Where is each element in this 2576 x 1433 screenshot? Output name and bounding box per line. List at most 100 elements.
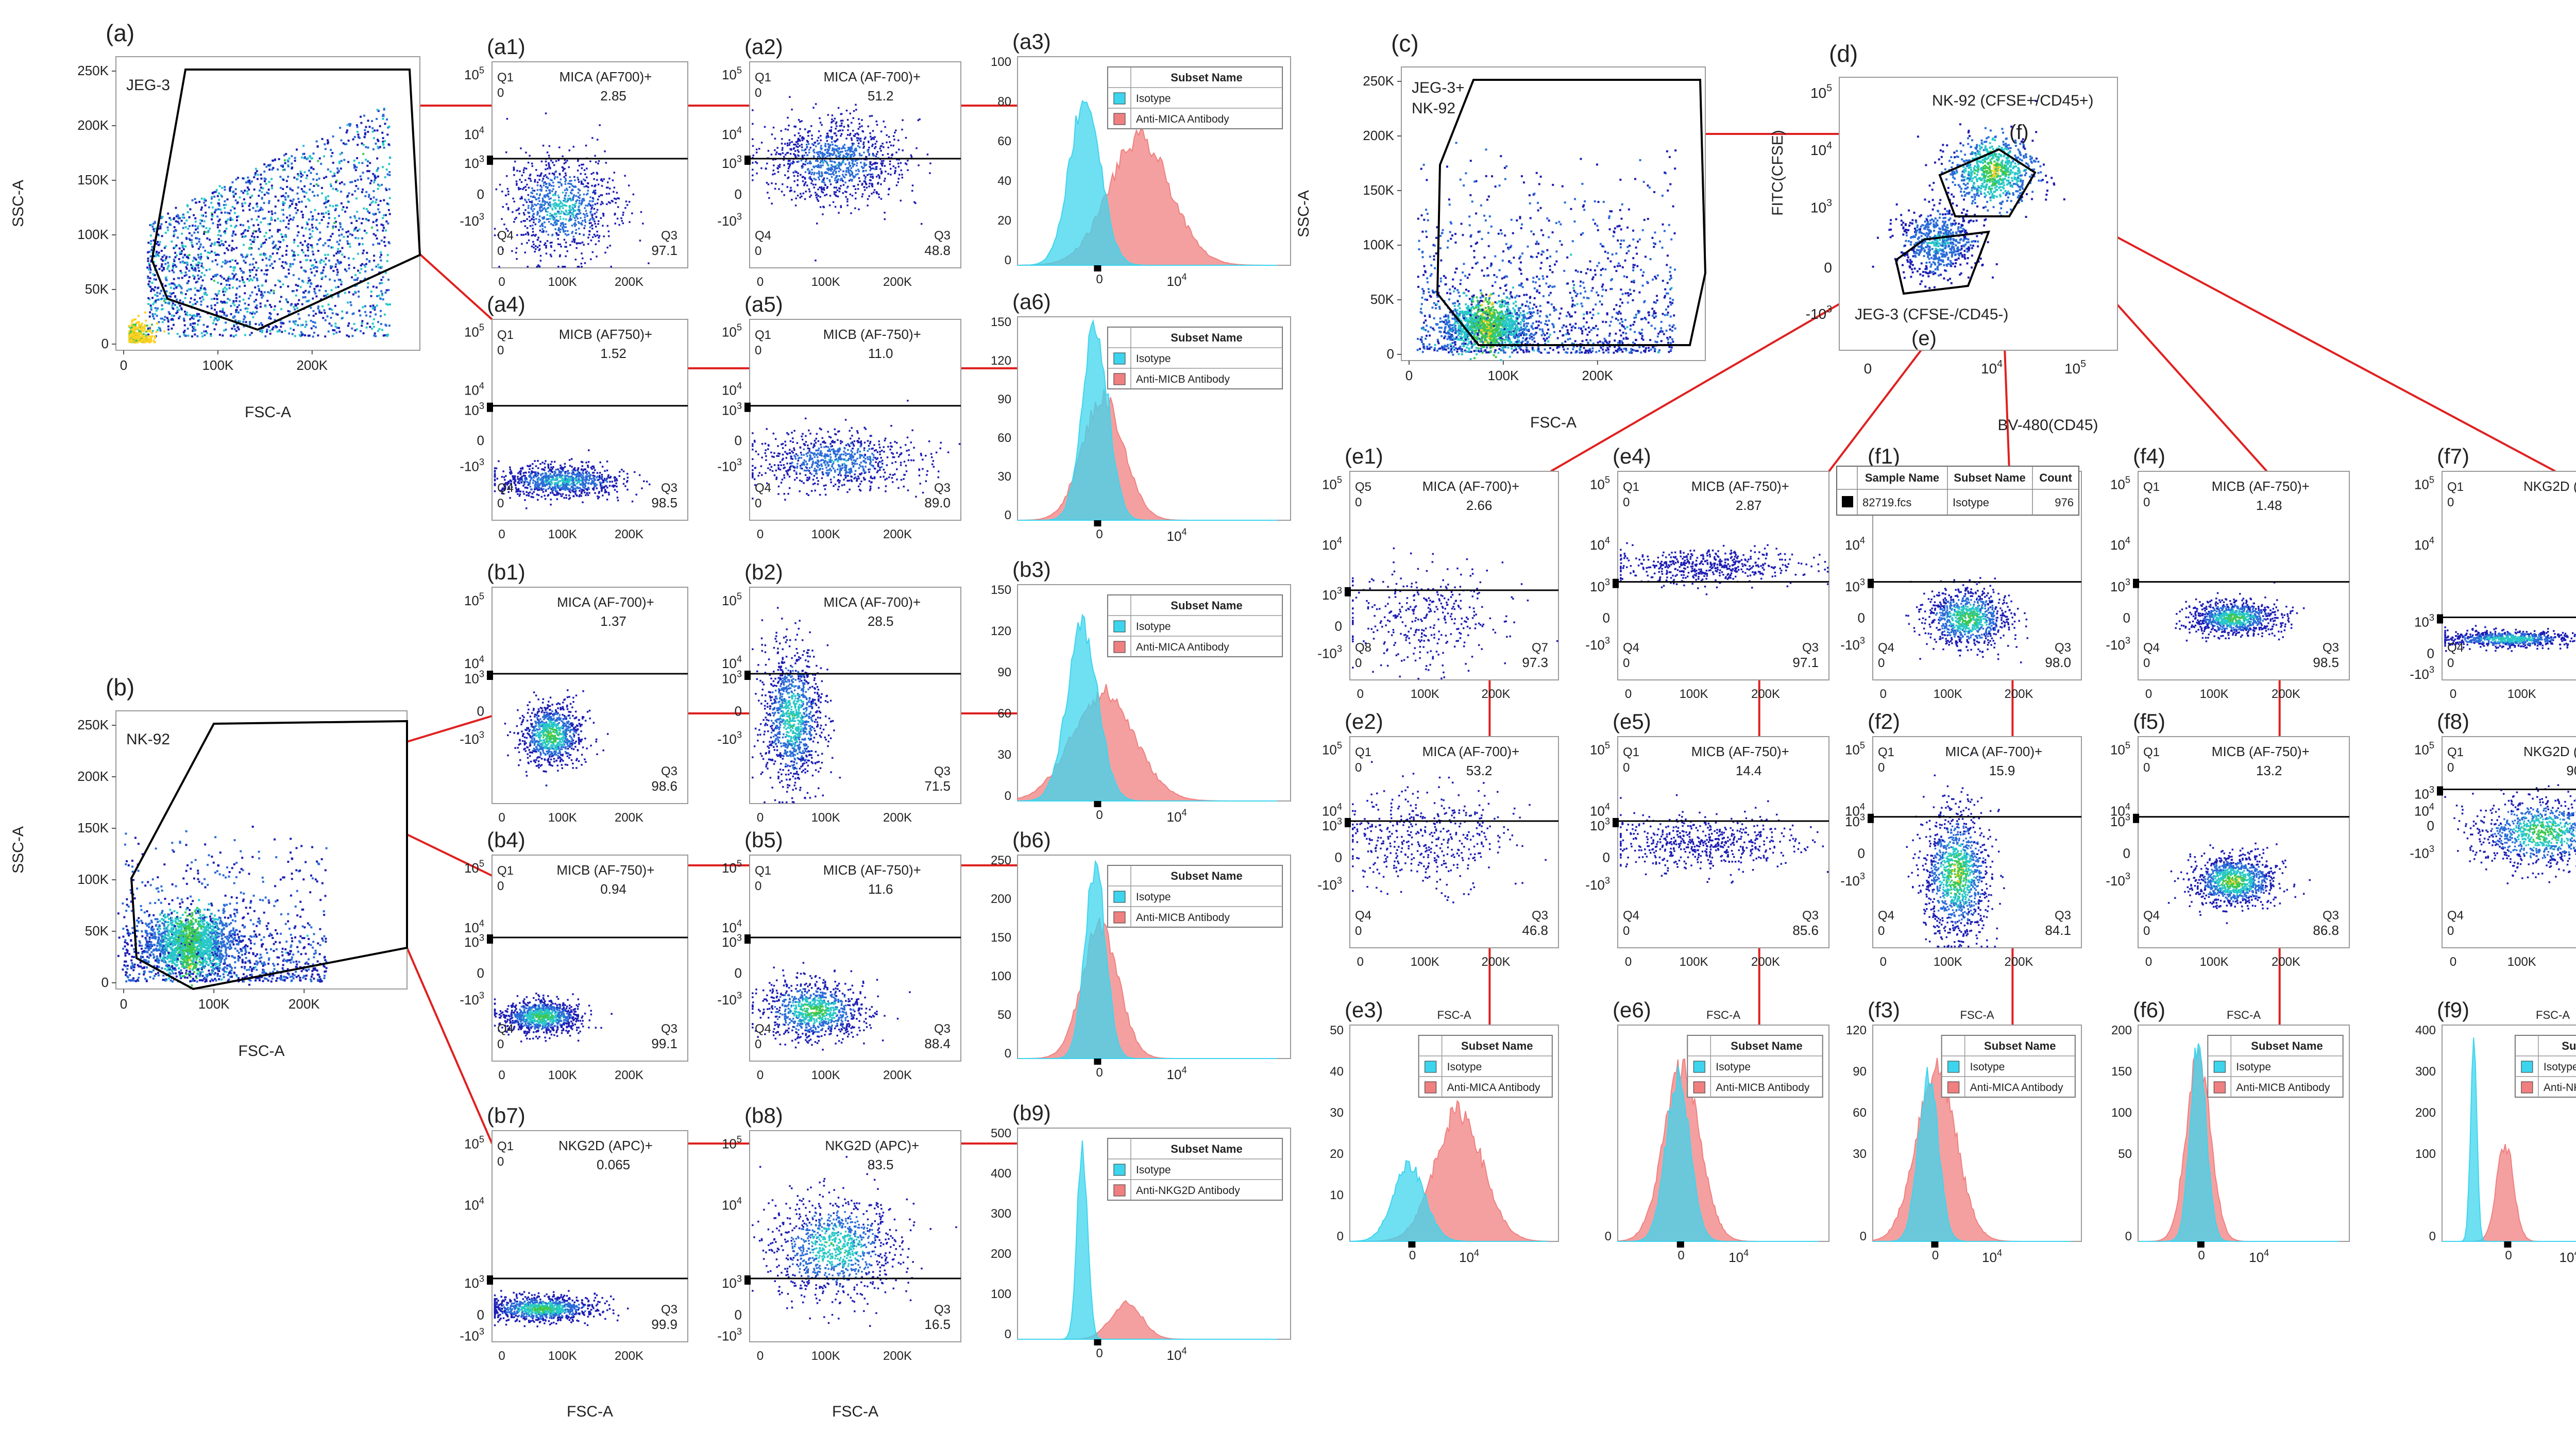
event-dot xyxy=(323,202,326,204)
event-dot xyxy=(1515,300,1517,303)
event-dot xyxy=(233,323,235,326)
event-dot xyxy=(321,276,324,279)
event-dot xyxy=(232,191,234,194)
event-dot xyxy=(216,870,218,873)
event-dot xyxy=(274,260,276,263)
event-dot xyxy=(290,894,292,897)
event-dot xyxy=(313,267,315,269)
event-dot xyxy=(301,174,304,177)
event-dot xyxy=(256,277,258,280)
event-dot xyxy=(173,271,175,274)
event-dot xyxy=(150,249,153,251)
event-dot xyxy=(197,869,199,872)
event-dot xyxy=(300,156,303,159)
event-dot xyxy=(327,239,329,242)
event-dot xyxy=(291,203,294,206)
event-dot xyxy=(150,934,152,936)
event-dot xyxy=(151,246,154,248)
event-dot xyxy=(216,918,219,921)
event-dot xyxy=(199,257,202,260)
event-dot xyxy=(149,954,152,957)
event-dot xyxy=(248,179,251,182)
event-dot xyxy=(193,257,195,259)
event-dot xyxy=(313,331,315,334)
event-dot xyxy=(168,302,171,305)
event-dot xyxy=(254,966,257,968)
event-dot xyxy=(124,965,127,967)
event-dot xyxy=(141,935,144,937)
event-dot xyxy=(243,235,245,238)
event-dot xyxy=(267,899,270,902)
event-dot xyxy=(197,274,199,277)
y-axis-label: SSC-A xyxy=(10,826,27,874)
event-dot xyxy=(245,321,247,323)
event-dot xyxy=(353,165,356,167)
event-dot xyxy=(263,180,266,182)
event-dot xyxy=(330,246,333,249)
event-dot xyxy=(188,232,191,234)
event-dot xyxy=(159,928,161,930)
event-dot xyxy=(372,181,375,184)
event-dot xyxy=(172,265,174,267)
event-dot xyxy=(242,869,244,872)
event-dot xyxy=(158,321,160,323)
event-dot xyxy=(170,936,173,939)
event-dot xyxy=(147,283,150,285)
event-dot xyxy=(355,124,358,127)
event-dot xyxy=(171,912,173,915)
event-dot xyxy=(175,220,177,223)
event-dot xyxy=(187,228,190,230)
event-dot xyxy=(292,973,294,975)
event-dot xyxy=(374,177,377,179)
event-dot xyxy=(191,244,194,246)
event-dot xyxy=(187,282,189,284)
event-dot xyxy=(358,162,360,164)
event-dot xyxy=(171,934,174,937)
event-dot xyxy=(319,262,322,264)
event-dot xyxy=(213,298,216,300)
event-dot xyxy=(341,228,344,231)
event-dot xyxy=(371,127,374,129)
event-dot xyxy=(117,954,120,957)
event-dot xyxy=(323,309,326,312)
event-dot xyxy=(235,902,238,905)
event-dot xyxy=(366,219,368,221)
event-dot xyxy=(150,928,152,930)
event-dot xyxy=(318,289,321,292)
event-dot xyxy=(234,961,236,964)
event-dot xyxy=(327,245,330,247)
event-dot xyxy=(183,952,185,954)
event-dot xyxy=(281,265,283,267)
event-dot xyxy=(204,886,207,889)
event-dot xyxy=(231,218,234,221)
event-dot xyxy=(377,175,379,178)
event-dot xyxy=(207,883,209,886)
event-dot xyxy=(216,936,219,939)
event-dot xyxy=(298,201,300,203)
event-dot xyxy=(377,263,380,266)
event-dot xyxy=(371,268,374,271)
event-dot xyxy=(211,969,213,971)
event-dot xyxy=(218,198,221,201)
event-dot xyxy=(211,943,214,946)
event-dot xyxy=(357,144,359,146)
event-dot xyxy=(131,336,134,339)
event-dot xyxy=(129,334,132,337)
event-dot xyxy=(362,252,364,254)
event-dot xyxy=(330,185,332,187)
event-dot xyxy=(241,205,244,208)
event-dot xyxy=(306,300,308,303)
event-dot xyxy=(290,838,292,840)
event-dot xyxy=(148,330,151,332)
event-dot xyxy=(386,260,388,262)
event-dot xyxy=(348,291,350,294)
event-dot xyxy=(244,202,246,204)
event-dot xyxy=(314,952,317,954)
event-dot xyxy=(249,919,252,922)
event-dot xyxy=(192,947,195,949)
event-dot xyxy=(152,957,155,959)
event-dot xyxy=(181,246,184,248)
event-dot xyxy=(320,312,323,314)
event-dot xyxy=(251,279,253,282)
